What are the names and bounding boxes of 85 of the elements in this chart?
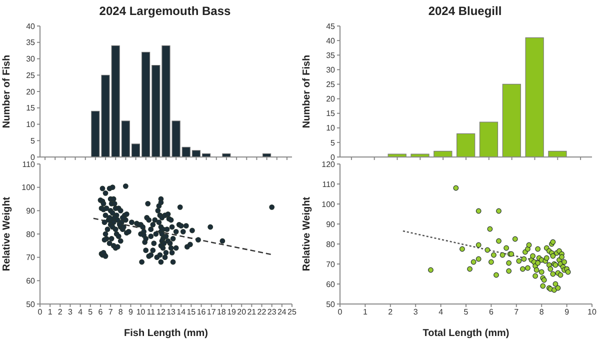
chart-title: 2024 Bluegill: [427, 3, 503, 20]
x-tick-label: 9: [128, 308, 134, 317]
y-tick-label: 20: [326, 94, 336, 104]
y-tick-label: 10: [326, 124, 336, 133]
x-tick-label: 10: [588, 308, 597, 317]
y-tick-label: 40: [326, 36, 336, 46]
y-tick-label: 15: [326, 109, 336, 118]
x-axis-title: Total Length (mm): [422, 328, 510, 339]
y-tick-label: 45: [326, 22, 336, 31]
y-tick-label: 80: [326, 240, 336, 249]
x-tick-label: 0: [338, 308, 343, 317]
x-tick-label: 24: [277, 308, 287, 317]
y-axis-title: Number of Fish: [302, 54, 313, 128]
bar: [456, 133, 476, 157]
y-tick-label: 20: [26, 87, 36, 96]
x-tick-label: 17: [206, 308, 216, 317]
x-tick-label: 11: [146, 308, 156, 317]
x-tick-label: 7: [108, 308, 114, 317]
x-tick-label: 1: [362, 308, 368, 317]
x-tick-label: 16: [196, 308, 206, 317]
bar: [479, 122, 498, 157]
y-axis-title: Relative Weight: [302, 196, 313, 272]
y-tick-label: 10: [26, 120, 36, 130]
bar: [548, 150, 567, 157]
x-tick-label: 18: [216, 308, 226, 317]
y-tick-label: 35: [326, 50, 336, 60]
y-tick-label: 70: [26, 253, 36, 262]
y-tick-label: 40: [26, 22, 36, 31]
y-tick-label: 5: [330, 138, 336, 148]
x-tick-label: 13: [166, 308, 176, 317]
bar: [434, 150, 452, 157]
x-tick-label: 8: [539, 308, 544, 317]
x-tick-label: 6: [98, 308, 104, 317]
x-tick-label: 3: [413, 308, 418, 317]
x-tick-label: 4: [78, 308, 84, 317]
y-tick-label: 25: [326, 80, 336, 90]
x-tick-label: 7: [514, 308, 520, 317]
bar: [502, 84, 521, 157]
x-tick-label: 8: [118, 308, 124, 317]
x-tick-label: 3: [68, 308, 74, 317]
x-tick-label: 2: [58, 308, 63, 317]
x-tick-label: 9: [564, 308, 570, 317]
x-tick-label: 0: [38, 308, 43, 317]
y-tick-label: 30: [326, 66, 336, 75]
x-tick-label: 23: [267, 308, 277, 317]
x-tick-label: 22: [257, 308, 267, 317]
x-tick-label: 4: [438, 308, 444, 317]
y-axis-title: Number of Fish: [2, 54, 13, 128]
y-tick-label: 0: [330, 152, 336, 162]
y-tick-label: 0: [30, 152, 36, 162]
y-tick-label: 90: [26, 206, 36, 216]
y-tick-label: 60: [326, 280, 336, 289]
x-tick-label: 20: [237, 308, 247, 317]
x-tick-label: 21: [247, 308, 257, 317]
x-tick-label: 19: [227, 308, 237, 317]
x-tick-label: 14: [176, 308, 186, 317]
x-tick-label: 1: [48, 308, 53, 317]
y-tick-label: 50: [326, 300, 336, 309]
chart-title: 2024 Largemouth Bass: [98, 3, 232, 20]
y-tick-label: 15: [26, 104, 36, 113]
y-tick-label: 70: [326, 260, 336, 269]
y-tick-label: 25: [26, 70, 36, 80]
y-tick-label: 35: [26, 38, 36, 48]
y-tick-label: 110: [22, 160, 36, 169]
bar: [525, 37, 544, 157]
y-axis-title: Relative Weight: [2, 196, 13, 272]
y-tick-label: 50: [26, 300, 36, 309]
y-tick-label: 100: [322, 200, 336, 209]
x-tick-label: 10: [136, 308, 146, 317]
y-tick-label: 80: [26, 230, 36, 239]
x-tick-label: 6: [488, 308, 494, 317]
x-axis-title: Fish Length (mm): [124, 328, 208, 339]
y-tick-label: 120: [322, 160, 336, 169]
x-tick-label: 25: [288, 308, 297, 317]
y-tick-label: 30: [26, 54, 36, 64]
y-tick-label: 100: [22, 183, 36, 192]
x-tick-label: 5: [88, 308, 94, 317]
y-tick-label: 5: [30, 136, 36, 146]
x-tick-label: 12: [156, 308, 166, 317]
x-tick-label: 15: [186, 308, 196, 317]
x-tick-label: 5: [464, 308, 469, 317]
y-tick-label: 60: [26, 276, 36, 286]
y-tick-label: 110: [322, 180, 336, 189]
y-tick-label: 90: [326, 220, 336, 229]
x-tick-label: 2: [388, 308, 394, 317]
